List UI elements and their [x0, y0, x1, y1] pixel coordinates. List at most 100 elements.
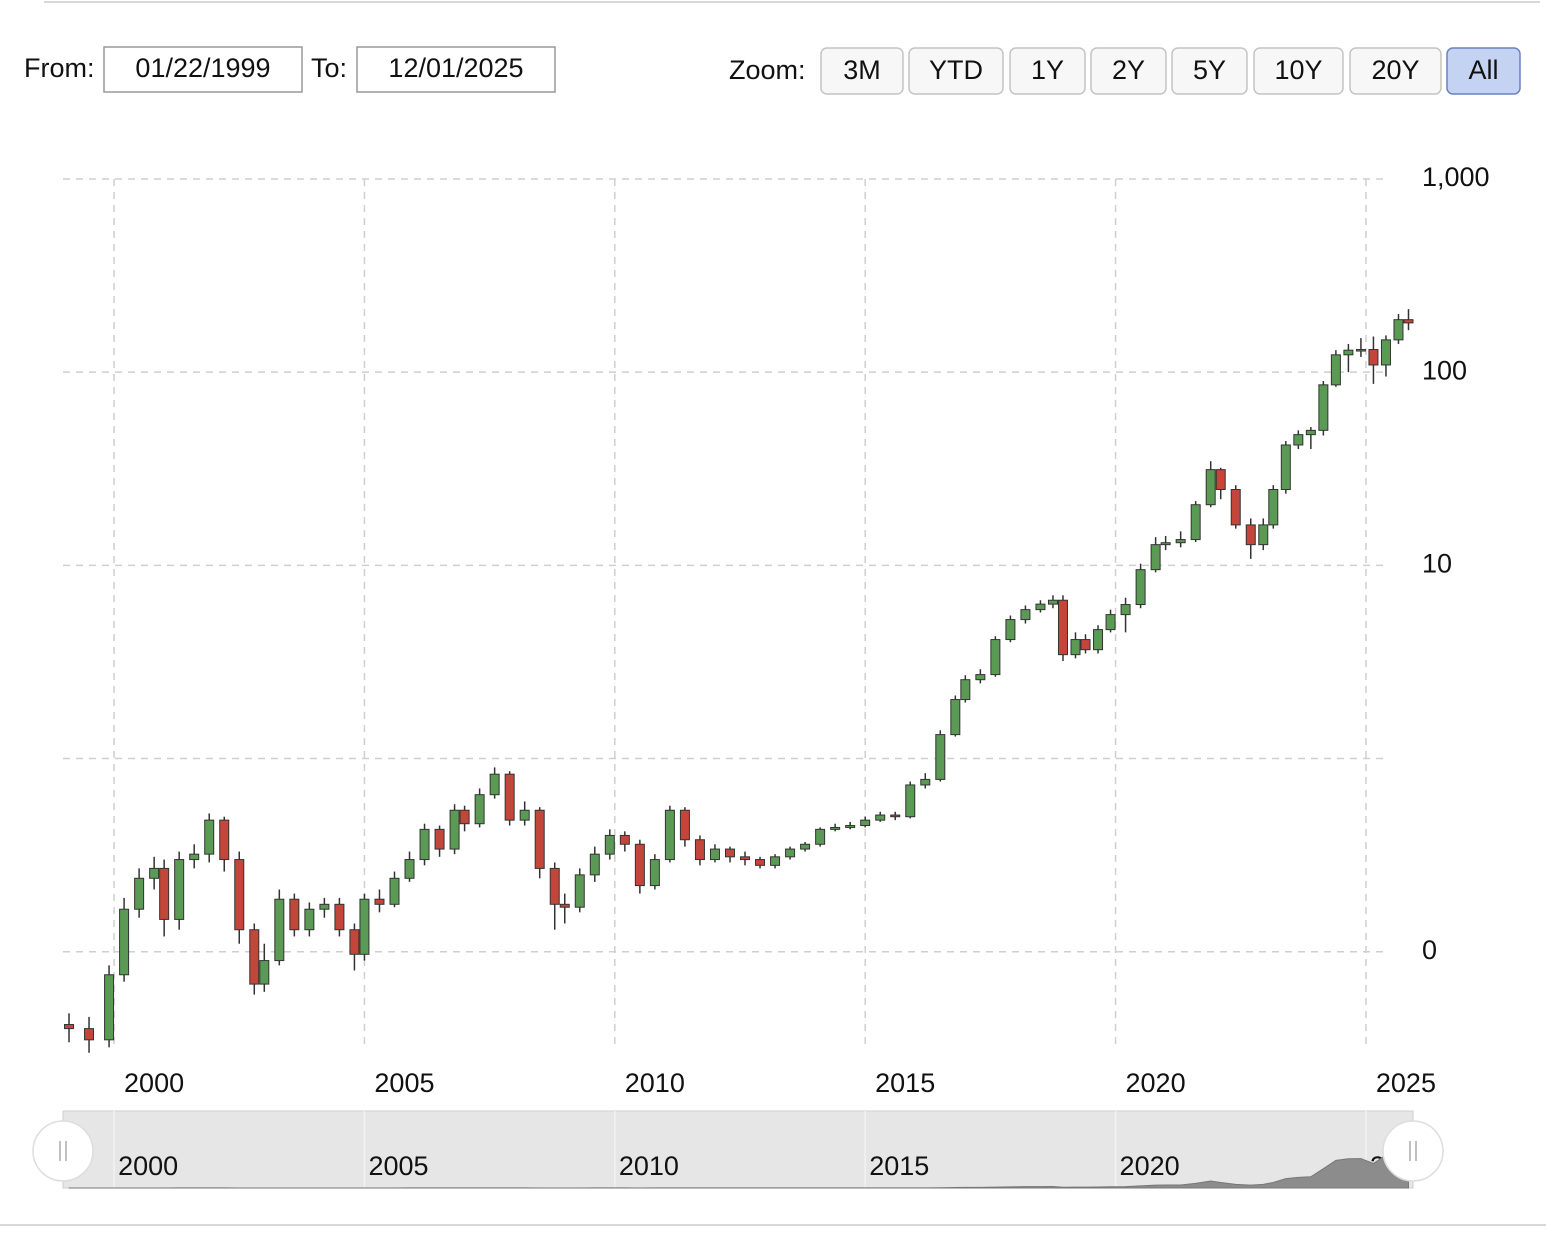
candle-body	[334, 903, 345, 931]
candle-body	[1380, 339, 1391, 366]
x-tick-label: 2000	[124, 1068, 184, 1098]
candle-body	[219, 819, 230, 861]
candle-body	[875, 814, 886, 821]
candle-body	[1318, 384, 1329, 431]
to-value[interactable]: 12/01/2025	[388, 53, 523, 83]
zoom-button-label[interactable]: All	[1468, 55, 1498, 85]
zoom-button[interactable]	[1349, 47, 1442, 95]
x-tick-label: 2005	[374, 1068, 434, 1098]
navigator-handle[interactable]	[1382, 1120, 1444, 1182]
candle-body	[389, 877, 400, 905]
candle-body	[1215, 469, 1226, 491]
candle-body	[104, 974, 115, 1041]
navigator-label: 2015	[869, 1151, 929, 1181]
navigator-label: 2005	[368, 1151, 428, 1181]
candle-body	[990, 639, 1001, 676]
y-tick-label: 10	[1422, 548, 1452, 578]
candle-body	[574, 874, 585, 908]
zoom-button-label[interactable]: YTD	[929, 55, 983, 85]
candle-body	[1160, 542, 1171, 546]
candle-body	[304, 908, 315, 931]
candle-body	[1150, 544, 1161, 571]
zoom-button[interactable]	[1009, 47, 1086, 95]
candle-body	[935, 734, 946, 780]
zoom-button-label[interactable]: 20Y	[1371, 55, 1419, 85]
candle-body	[1258, 524, 1269, 546]
candle-body	[950, 699, 961, 736]
y-tick-label: 1,000	[1422, 162, 1490, 192]
candle-body	[459, 809, 470, 825]
candle-body	[1070, 639, 1081, 656]
candle-body	[1355, 349, 1366, 352]
candle-body	[960, 679, 971, 701]
to-input[interactable]	[356, 46, 556, 93]
navigator-label: 2010	[619, 1151, 679, 1181]
navigator-handle[interactable]	[32, 1120, 94, 1182]
zoom-button-label[interactable]: 1Y	[1031, 55, 1064, 85]
candle-body	[905, 784, 916, 818]
candle-body	[84, 1028, 95, 1041]
from-value[interactable]: 01/22/1999	[135, 53, 270, 83]
candle-body	[1057, 599, 1068, 656]
candle-body	[1403, 319, 1414, 324]
candle-body	[189, 853, 200, 861]
candle-body	[519, 809, 530, 821]
candle-body	[815, 828, 826, 845]
zoom-button[interactable]	[1253, 47, 1344, 95]
candle-body	[860, 819, 871, 827]
zoom-button[interactable]	[1171, 47, 1248, 95]
candle-body	[1020, 609, 1031, 621]
candle-body	[449, 809, 460, 850]
navigator-label: 2000	[118, 1151, 178, 1181]
candle-body	[1035, 603, 1046, 611]
x-tick-label: 2025	[1376, 1068, 1436, 1098]
zoom-button-label[interactable]: 3M	[843, 55, 881, 85]
zoom-button-label[interactable]: 5Y	[1193, 55, 1226, 85]
zoom-button[interactable]	[1090, 47, 1167, 95]
candle-body	[800, 843, 811, 850]
candle-body	[204, 819, 215, 855]
candle-body	[649, 859, 660, 887]
candle-body	[359, 898, 370, 955]
candle-body	[1190, 504, 1201, 541]
candle-body	[419, 828, 430, 861]
candle-body	[845, 825, 856, 828]
candle-body	[770, 856, 781, 866]
candle-body	[1205, 469, 1216, 506]
zoom-button-label[interactable]: 10Y	[1274, 55, 1322, 85]
candle-body	[1293, 434, 1304, 446]
x-tick-label: 2015	[875, 1068, 935, 1098]
zoom-label: Zoom:	[729, 55, 806, 85]
zoom-button-label[interactable]: 2Y	[1112, 55, 1145, 85]
candle-body	[1245, 524, 1256, 546]
candle-body	[920, 778, 931, 786]
candle-body	[274, 898, 285, 962]
candle-body	[619, 834, 630, 845]
candle-body	[549, 867, 560, 905]
candle-body	[1175, 539, 1186, 544]
candle-body	[474, 794, 485, 825]
candle-body	[890, 814, 901, 818]
zoom-button[interactable]	[908, 47, 1004, 95]
from-input[interactable]	[103, 46, 303, 93]
candle-body	[709, 848, 720, 861]
navigator-label: 2020	[1120, 1151, 1180, 1181]
candle-body	[149, 867, 160, 879]
candle-body	[1105, 614, 1116, 631]
zoom-button[interactable]	[1446, 47, 1521, 95]
candle-body	[1330, 354, 1341, 386]
candle-body	[404, 859, 415, 879]
zoom-button[interactable]	[820, 47, 904, 95]
from-label: From:	[24, 53, 95, 83]
candle-body	[1135, 569, 1146, 606]
navigator-area	[68, 1145, 1409, 1189]
candle-body	[289, 898, 300, 931]
candle-body	[1343, 349, 1354, 356]
candle-body	[1080, 639, 1091, 651]
candle-body	[1268, 489, 1279, 526]
candle-body	[374, 898, 385, 905]
candle-body	[1005, 619, 1016, 641]
candle-body	[174, 859, 185, 920]
candle-body	[604, 834, 615, 855]
